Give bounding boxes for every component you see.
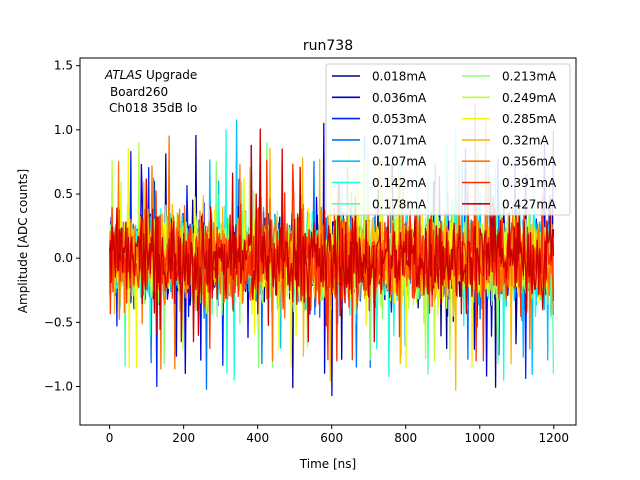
annotation-block: ATLAS Upgrade Board260 Ch018 35dB lo bbox=[104, 68, 197, 115]
legend-label: 0.427mA bbox=[502, 197, 557, 211]
series-layer bbox=[108, 103, 555, 397]
legend-label: 0.249mA bbox=[502, 91, 557, 105]
annotation-line-2: Board260 bbox=[110, 85, 168, 99]
legend: 0.018mA 0.036mA 0.053mA 0.071mA 0.107mA 0.142… bbox=[325, 63, 571, 216]
legend-label: 0.356mA bbox=[502, 155, 557, 169]
y-tick-label: 0.0 bbox=[54, 251, 73, 265]
y-tick-label: 0.5 bbox=[54, 187, 73, 201]
legend-box bbox=[325, 63, 571, 216]
legend-label: 0.32mA bbox=[502, 133, 549, 147]
legend-label: 0.107mA bbox=[372, 155, 427, 169]
y-axis: −1.0 −0.5 0.0 0.5 1.0 1.5 bbox=[44, 59, 80, 394]
legend-label: 0.071mA bbox=[372, 133, 427, 147]
legend-label: 0.053mA bbox=[372, 112, 427, 126]
x-tick-label: 800 bbox=[394, 431, 417, 445]
legend-label: 0.142mA bbox=[372, 176, 427, 190]
y-tick-label: −0.5 bbox=[44, 315, 73, 329]
x-tick-label: 400 bbox=[246, 431, 269, 445]
legend-label: 0.036mA bbox=[372, 91, 427, 105]
y-axis-label: Amplitude [ADC counts] bbox=[16, 169, 30, 313]
x-tick-label: 1000 bbox=[464, 431, 495, 445]
chart-title: run738 bbox=[303, 38, 353, 54]
upgrade-label: Upgrade bbox=[142, 68, 197, 82]
legend-label: 0.178mA bbox=[372, 197, 427, 211]
y-tick-label: 1.5 bbox=[54, 59, 73, 73]
annotation-line-3: Ch018 35dB lo bbox=[109, 101, 197, 115]
legend-label: 0.285mA bbox=[502, 112, 557, 126]
legend-label: 0.213mA bbox=[502, 70, 557, 84]
atlas-label: ATLAS bbox=[104, 68, 143, 82]
x-tick-label: 0 bbox=[106, 431, 114, 445]
x-tick-label: 1200 bbox=[539, 431, 570, 445]
series-line-0.427mA bbox=[108, 128, 555, 343]
annotation-line-1: ATLAS Upgrade bbox=[104, 68, 197, 82]
x-axis: 0 200 400 600 800 1000 1200 bbox=[106, 425, 569, 445]
x-tick-label: 200 bbox=[172, 431, 195, 445]
y-tick-label: 1.0 bbox=[54, 123, 73, 137]
legend-label: 0.018mA bbox=[372, 70, 427, 84]
x-tick-label: 600 bbox=[320, 431, 343, 445]
legend-label: 0.391mA bbox=[502, 176, 557, 190]
x-axis-label: Time [ns] bbox=[299, 457, 356, 471]
plot-frame bbox=[79, 57, 577, 426]
y-tick-label: −1.0 bbox=[44, 380, 73, 394]
